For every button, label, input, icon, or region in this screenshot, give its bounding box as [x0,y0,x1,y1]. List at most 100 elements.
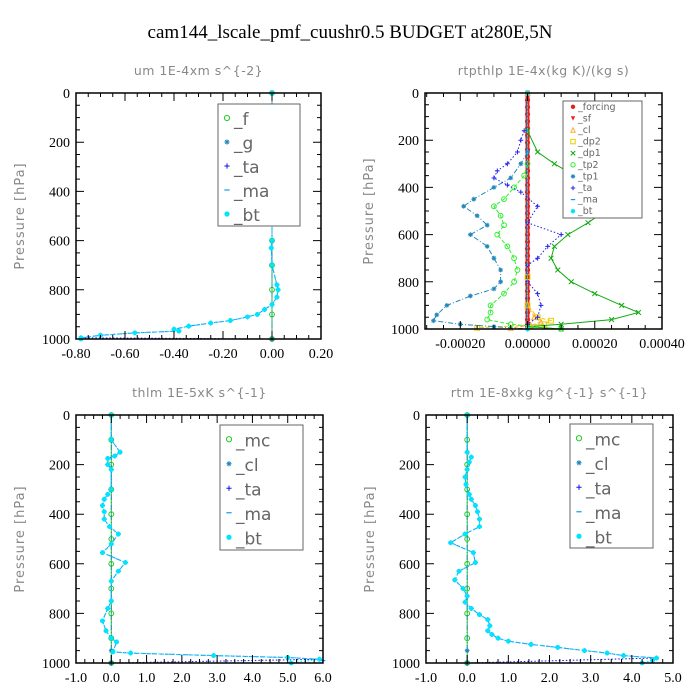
data-point [171,326,177,332]
legend-label: _ma [235,505,271,525]
y-axis-label: Pressure [hPa] [13,485,28,592]
y-tick-label: 400 [398,181,419,196]
data-point [108,541,114,547]
series-line [493,130,563,329]
figure-title: cam144_lscale_pmf_cuushr0.5 BUDGET at280… [148,22,553,43]
x-tick-label: 0.00040 [639,337,685,352]
data-point [463,482,469,487]
x-tick-label: -0.80 [61,347,90,362]
data-point [462,531,468,537]
data-point [468,606,474,611]
data-point [108,437,114,443]
data-point [101,509,107,515]
data-point [545,244,551,249]
data-point [501,290,507,297]
legend-label: _cl [235,456,259,476]
data-point [434,312,440,318]
y-tick-label: 800 [49,607,70,622]
panel-2: rtpthlp 1E-4x(kg K)/(kg s) Pressure [hPa]… [362,63,685,352]
data-point [108,598,114,604]
data-point [462,474,468,480]
data-point [468,496,474,502]
data-point [462,599,468,605]
series-tp2 [484,160,565,332]
data-point [504,182,510,188]
panel-title: um 1E-4xm s^{-2} [134,63,263,78]
data-point [268,245,274,251]
data-point [501,222,507,229]
panel-1: um 1E-4xm s^{-2} Pressure [hPa] 0 200 400 600… [13,63,333,362]
data-point [514,267,521,273]
legend-marker [225,436,233,443]
data-point [491,203,497,210]
y-tick-label: 0 [63,409,70,424]
legend-box [217,103,301,227]
data-point [115,531,121,537]
data-point [511,278,517,285]
data-point [262,307,268,312]
legend-box [569,423,654,549]
data-point [466,459,472,465]
data-point [477,524,482,529]
y-tick-label: 600 [49,235,70,250]
legend-label: _cl [577,125,591,136]
legend-marker [570,104,576,110]
data-point [551,243,558,250]
data-point [211,653,217,658]
series-line [80,93,283,339]
panel-4: rtm 1E-8xkg kg^{-1} s^{-1} Pressure [hPa]… [363,385,682,686]
data-point [498,279,504,285]
data-point [551,161,558,167]
data-point [618,302,625,309]
legend-marker [570,209,576,214]
y-tick-label: 200 [49,459,70,474]
legend-marker [576,460,582,466]
y-tick-label: 800 [399,607,420,622]
data-point [108,467,114,472]
x-tick-label: -0.60 [110,347,139,362]
x-tick-label: 0.0 [103,671,121,686]
data-point [525,137,530,143]
legend-marker [575,435,583,442]
data-point [534,149,541,155]
data-point [491,255,497,261]
data-point [568,279,574,285]
y-tick-label: 400 [49,508,70,523]
y-tick-label: 600 [399,558,420,573]
panel-3: thlm 1E-5xK s^{-1} Pressure [hPa] 0 200 400 6… [13,385,332,686]
data-point [535,203,541,209]
data-point [565,231,571,238]
data-point [467,232,473,237]
y-axis-label: Pressure [hPa] [363,485,378,592]
legend-label: _dp2 [577,137,601,148]
data-point [525,114,530,119]
data-point [608,316,615,323]
legend-label: _ta [585,479,612,499]
data-point [461,203,467,209]
data-point [494,231,501,238]
legend-marker [226,534,232,540]
data-point [585,220,591,226]
data-point [535,255,541,261]
data-point [466,491,472,497]
data-point [511,255,517,262]
data-point [274,282,280,288]
y-tick-label: 1000 [42,333,70,348]
data-point [518,137,524,143]
data-point [274,294,280,300]
data-point [269,302,275,307]
data-point [525,185,530,190]
legend-label: _mc [585,430,620,450]
legend-marker [224,211,230,217]
data-point [245,314,250,320]
data-point [123,560,128,565]
x-tick-label: -0.20 [208,347,237,362]
legend-label: _f [233,110,250,130]
data-point [108,487,114,492]
x-tick-label: 5.0 [279,671,297,686]
legend-label: _ta [233,158,260,178]
data-point [117,449,123,455]
data-point [582,648,587,653]
data-point [474,213,480,219]
